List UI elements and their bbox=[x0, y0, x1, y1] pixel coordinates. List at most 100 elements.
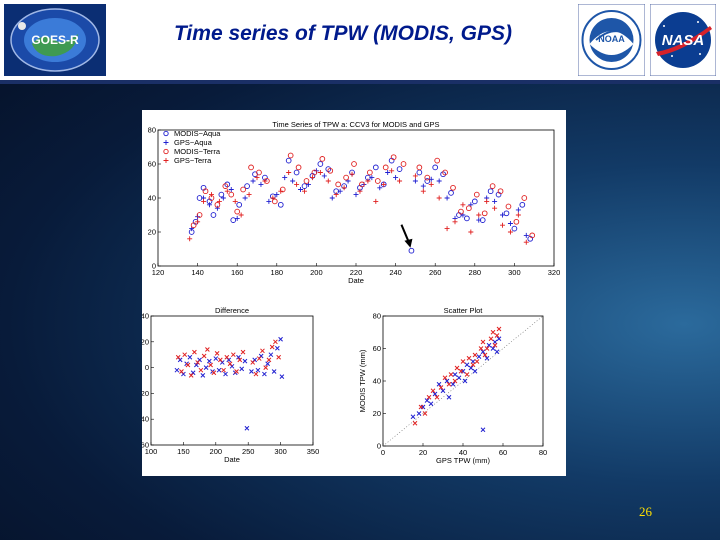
nasa-meatball-logo: NASA bbox=[649, 3, 717, 77]
data-point bbox=[196, 212, 203, 218]
data-point bbox=[277, 201, 284, 208]
data-point bbox=[438, 385, 444, 390]
data-point bbox=[494, 333, 500, 338]
data-point bbox=[206, 202, 212, 208]
data-point bbox=[496, 336, 502, 342]
data-point bbox=[190, 222, 197, 229]
data-point bbox=[466, 355, 472, 361]
data-point bbox=[256, 169, 262, 176]
data-point bbox=[317, 170, 323, 175]
data-point bbox=[287, 152, 294, 159]
data-point bbox=[432, 391, 438, 397]
data-point bbox=[317, 161, 324, 167]
data-point bbox=[472, 368, 478, 374]
data-point bbox=[244, 425, 250, 431]
x-tick-label: 20 bbox=[419, 448, 427, 457]
data-point bbox=[468, 229, 474, 235]
data-point bbox=[303, 178, 310, 184]
data-point bbox=[381, 181, 387, 187]
data-point bbox=[450, 184, 456, 191]
data-point bbox=[450, 381, 456, 387]
data-point bbox=[390, 154, 397, 161]
data-point bbox=[227, 361, 233, 367]
y-tick-label: -20 bbox=[142, 389, 149, 398]
data-point bbox=[464, 215, 470, 222]
noaa-logo: NOAA bbox=[577, 3, 646, 77]
data-point bbox=[505, 203, 512, 210]
data-point bbox=[240, 186, 246, 193]
x-tick-label: 350 bbox=[307, 447, 320, 456]
data-point bbox=[174, 367, 180, 373]
x-axis-label: GPS TPW (mm) bbox=[436, 456, 491, 465]
x-tick-label: 40 bbox=[459, 448, 467, 457]
data-point bbox=[470, 362, 476, 368]
data-point bbox=[490, 346, 496, 351]
data-point bbox=[216, 367, 222, 373]
data-point bbox=[416, 411, 422, 416]
data-point bbox=[341, 185, 347, 191]
data-point bbox=[333, 192, 339, 198]
data-point bbox=[238, 212, 244, 218]
data-point bbox=[377, 185, 383, 191]
x-axis-label: Date bbox=[348, 276, 364, 285]
data-point bbox=[228, 187, 234, 192]
data-point bbox=[335, 181, 342, 188]
data-point bbox=[232, 198, 238, 204]
data-point bbox=[365, 178, 371, 184]
data-point bbox=[265, 361, 270, 367]
tpw-figure: 120 140 160 180 200 220 240 260 280 300 3200204060… bbox=[126, 120, 561, 465]
x-tick-label: 180 bbox=[271, 268, 284, 277]
data-point bbox=[230, 352, 236, 358]
data-point bbox=[319, 156, 326, 162]
data-point bbox=[420, 188, 426, 194]
y-tick-label: 40 bbox=[148, 194, 156, 203]
data-point bbox=[211, 370, 217, 376]
data-point bbox=[480, 349, 486, 355]
data-point bbox=[389, 168, 395, 174]
data-point bbox=[474, 359, 480, 364]
data-point bbox=[428, 176, 434, 182]
data-point bbox=[448, 372, 454, 377]
data-point bbox=[410, 414, 416, 420]
data-point bbox=[487, 188, 494, 195]
data-point bbox=[246, 192, 252, 198]
data-point bbox=[222, 183, 229, 189]
data-point bbox=[521, 195, 528, 201]
data-point bbox=[295, 164, 302, 171]
y-tick-label: -40 bbox=[142, 415, 149, 424]
legend-label: MODIS−Aqua bbox=[174, 129, 221, 138]
data-point bbox=[490, 329, 496, 335]
legend-marker bbox=[163, 130, 169, 137]
data-point bbox=[203, 365, 209, 370]
data-point bbox=[382, 164, 389, 171]
data-point bbox=[519, 201, 526, 208]
data-point bbox=[194, 362, 199, 368]
data-point bbox=[210, 212, 217, 218]
data-point bbox=[224, 354, 230, 360]
data-point bbox=[349, 171, 355, 177]
y-tick-label: 20 bbox=[142, 337, 149, 346]
data-point bbox=[436, 195, 442, 201]
data-point bbox=[492, 205, 498, 211]
data-point bbox=[462, 378, 468, 384]
x-tick-label: 320 bbox=[548, 268, 561, 277]
data-point bbox=[523, 239, 529, 245]
data-point bbox=[195, 360, 201, 365]
data-point bbox=[250, 360, 256, 365]
data-point bbox=[278, 188, 284, 194]
data-point bbox=[236, 354, 241, 360]
data-point bbox=[432, 164, 439, 171]
data-point bbox=[268, 352, 274, 358]
plot-frame-1 bbox=[150, 315, 314, 446]
data-point bbox=[452, 378, 458, 384]
data-point bbox=[182, 352, 188, 358]
data-point bbox=[258, 181, 264, 187]
data-point bbox=[201, 353, 207, 359]
y-tick-label: 0 bbox=[145, 363, 149, 372]
data-point bbox=[436, 381, 442, 387]
data-point bbox=[400, 161, 407, 167]
data-point bbox=[187, 236, 193, 242]
data-point bbox=[428, 181, 434, 187]
data-point bbox=[430, 388, 436, 394]
data-point bbox=[214, 201, 221, 208]
